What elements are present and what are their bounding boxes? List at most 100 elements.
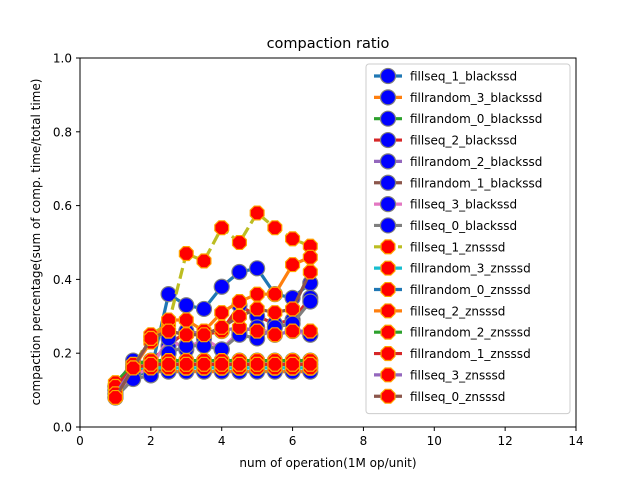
x-tick-label: 4 bbox=[218, 434, 226, 448]
x-tick-label: 12 bbox=[498, 434, 513, 448]
legend-marker bbox=[379, 196, 397, 213]
series-fillseq_0_znsssd bbox=[107, 264, 318, 406]
data-point-fillrandom_1_znsssd-6 bbox=[214, 356, 230, 372]
x-tick-label: 8 bbox=[360, 434, 368, 448]
legend-label: fillrandom_3_znsssd bbox=[410, 262, 531, 276]
x-tick-label: 10 bbox=[427, 434, 442, 448]
legend-label: fillrandom_3_blackssd bbox=[410, 91, 542, 105]
legend-label: fillrandom_1_blackssd bbox=[410, 176, 542, 190]
data-point-fillseq_1_znsssd-6 bbox=[214, 220, 230, 236]
legend-label: fillseq_2_znsssd bbox=[410, 304, 505, 318]
legend-marker bbox=[380, 367, 396, 383]
legend-marker bbox=[380, 260, 396, 276]
legend-marker bbox=[379, 110, 397, 127]
x-tick-label: 0 bbox=[76, 434, 84, 448]
legend-entry-fillseq_3_blackssd: fillseq_3_blackssd bbox=[374, 196, 517, 213]
data-point-fillseq_0_znsssd-0 bbox=[107, 389, 123, 406]
legend-entry-fillrandom_1_znsssd: fillrandom_1_znsssd bbox=[374, 346, 531, 362]
legend-marker bbox=[380, 324, 396, 340]
y-tick-label: 0.2 bbox=[53, 347, 72, 361]
data-point-fillseq_1_znsssd-4 bbox=[178, 246, 194, 262]
data-point-fillseq_3_znsssd-10 bbox=[285, 323, 301, 339]
y-tick-label: 1.0 bbox=[53, 52, 72, 66]
plot-area bbox=[79, 57, 577, 428]
legend-box bbox=[365, 63, 571, 415]
legend-marker bbox=[379, 153, 397, 170]
legend-marker bbox=[379, 89, 397, 106]
data-point-fillseq_2_znsssd-6 bbox=[214, 305, 230, 321]
x-axis-ticks: 0 2 4 6 8 10 12 14 bbox=[76, 427, 584, 448]
data-point-fillseq_0_znsssd-7 bbox=[231, 308, 247, 324]
data-point-fillrandom_1_znsssd-10 bbox=[285, 356, 301, 372]
legend-label: fillrandom_2_znsssd bbox=[410, 326, 531, 340]
legend-label: fillseq_3_blackssd bbox=[410, 198, 517, 212]
y-tick-label: 0.6 bbox=[53, 199, 72, 213]
series-fillrandom_1_znsssd bbox=[107, 356, 318, 394]
data-point-fillrandom_1_znsssd-3 bbox=[161, 356, 177, 372]
data-point-fillrandom_1_znsssd-7 bbox=[231, 356, 247, 372]
legend-label: fillseq_1_blackssd bbox=[410, 70, 517, 84]
data-point-fillseq_1_blackssd-6 bbox=[213, 278, 230, 295]
data-point-fillseq_2_znsssd-9 bbox=[267, 286, 283, 302]
legend-entry-fillseq_3_znsssd: fillseq_3_znsssd bbox=[374, 367, 505, 383]
data-point-fillseq_0_znsssd-9 bbox=[267, 305, 283, 321]
legend-marker bbox=[379, 174, 397, 191]
data-point-fillseq_1_blackssd-4 bbox=[178, 297, 195, 314]
legend-label: fillseq_0_blackssd bbox=[410, 219, 517, 233]
data-point-fillrandom_1_znsssd-8 bbox=[249, 356, 265, 372]
legend-label: fillrandom_0_znsssd bbox=[410, 283, 531, 297]
legend: fillseq_1_blackssd fillrandom_3_blackssdf… bbox=[365, 63, 571, 415]
legend-entry-fillseq_1_znsssd: fillseq_1_znsssd bbox=[374, 239, 505, 255]
data-point-fillseq_1_blackssd-7 bbox=[231, 263, 248, 281]
data-point-fillseq_0_znsssd-4 bbox=[178, 327, 194, 343]
data-point-fillseq_1_znsssd-9 bbox=[267, 220, 283, 236]
data-point-fillseq_0_znsssd-3 bbox=[161, 323, 177, 339]
legend-entry-fillrandom_1_blackssd: fillrandom_1_blackssd bbox=[374, 174, 542, 191]
legend-label: fillrandom_2_blackssd bbox=[410, 155, 542, 169]
data-point-fillseq_1_znsssd-10 bbox=[285, 231, 301, 247]
legend-entry-fillrandom_0_blackssd: fillrandom_0_blackssd bbox=[374, 110, 542, 127]
chart-title: compaction ratio bbox=[267, 36, 390, 52]
legend-label: fillseq_3_znsssd bbox=[410, 368, 505, 382]
y-axis-ticks: 0.0 0.2 0.4 0.6 0.8 1.0 bbox=[53, 52, 80, 435]
data-point-fillseq_0_znsssd-10 bbox=[285, 301, 301, 317]
legend-label: fillseq_1_znsssd bbox=[410, 240, 505, 254]
data-point-fillseq_3_znsssd-9 bbox=[267, 327, 283, 343]
data-point-fillrandom_1_znsssd-4 bbox=[178, 356, 194, 372]
data-point-fillseq_3_znsssd-11 bbox=[302, 323, 318, 339]
legend-entry-fillrandom_2_znsssd: fillrandom_2_znsssd bbox=[374, 324, 531, 340]
legend-entry-fillseq_1_blackssd: fillseq_1_blackssd bbox=[374, 67, 517, 85]
data-point-fillseq_0_znsssd-5 bbox=[196, 327, 212, 343]
data-point-fillseq_0_znsssd-1 bbox=[125, 360, 141, 376]
x-axis-label: num of operation(1M op/unit) bbox=[239, 456, 416, 470]
data-point-fillseq_0_znsssd-11 bbox=[302, 264, 318, 280]
legend-label: fillrandom_1_znsssd bbox=[410, 347, 531, 361]
y-tick-label: 0.0 bbox=[53, 421, 72, 435]
y-tick-label: 0.4 bbox=[53, 273, 72, 287]
legend-entry-fillseq_2_blackssd: fillseq_2_blackssd bbox=[374, 131, 517, 149]
data-point-fillseq_0_blackssd-11 bbox=[302, 293, 319, 310]
legend-entry-fillrandom_3_blackssd: fillrandom_3_blackssd bbox=[374, 89, 542, 106]
legend-label: fillseq_0_znsssd bbox=[410, 390, 505, 404]
legend-entry-fillseq_0_znsssd: fillseq_0_znsssd bbox=[374, 388, 505, 404]
data-point-fillseq_0_znsssd-2 bbox=[143, 330, 159, 346]
data-point-fillseq_2_znsssd-11 bbox=[302, 249, 318, 265]
legend-marker bbox=[380, 239, 396, 255]
data-point-fillseq_1_znsssd-7 bbox=[231, 234, 247, 251]
legend-marker bbox=[380, 281, 396, 298]
x-tick-label: 2 bbox=[147, 434, 155, 448]
legend-entry-fillrandom_0_znsssd: fillrandom_0_znsssd bbox=[374, 281, 531, 298]
data-point-fillseq_0_znsssd-6 bbox=[214, 319, 230, 335]
data-point-fillseq_2_znsssd-7 bbox=[231, 294, 247, 310]
legend-entry-fillseq_0_blackssd: fillseq_0_blackssd bbox=[374, 217, 517, 234]
axes-frame bbox=[79, 57, 577, 428]
legend-marker bbox=[380, 388, 396, 404]
x-tick-label: 14 bbox=[568, 434, 583, 448]
legend-marker bbox=[379, 131, 397, 149]
data-point-fillseq_1_znsssd-5 bbox=[196, 253, 212, 269]
legend-entry-fillrandom_3_znsssd: fillrandom_3_znsssd bbox=[374, 260, 531, 276]
data-point-fillseq_1_blackssd-8 bbox=[249, 260, 266, 277]
legend-label: fillseq_2_blackssd bbox=[410, 134, 517, 148]
